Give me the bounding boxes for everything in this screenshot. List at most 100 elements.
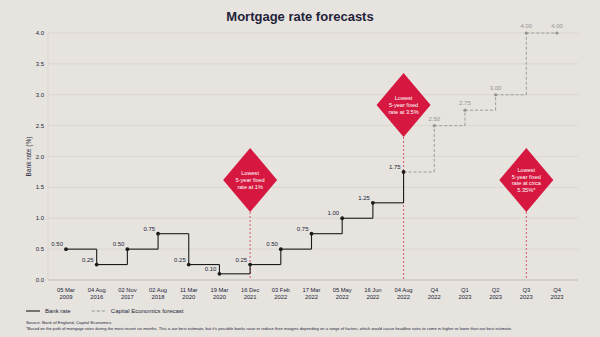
- grid-line: [48, 156, 578, 157]
- step-segment: [373, 202, 404, 203]
- x-tick-label-line: 2022: [366, 294, 379, 300]
- step-riser: [280, 249, 281, 264]
- x-tick-label: Q22023: [489, 287, 502, 300]
- x-tick-label: 11 Mar2020: [180, 287, 198, 300]
- x-tick-label-line: 16 Dec: [241, 287, 259, 293]
- x-tick-label-line: Q4: [430, 287, 439, 293]
- background: [0, 0, 600, 337]
- step-segment: [219, 273, 250, 274]
- annotation-text: 5.35%*: [517, 187, 536, 193]
- step-segment: [404, 171, 435, 172]
- x-tick-label-line: 05 Mar: [57, 287, 75, 293]
- x-tick-label-line: 2023: [458, 294, 471, 300]
- point: [125, 247, 129, 251]
- annotation-diamond: [223, 148, 277, 212]
- data-labels: 2.502.753.004.004.000.500.250.500.750.25…: [51, 23, 563, 272]
- x-tick-label-line: 16 Jun: [364, 287, 381, 293]
- source: Source: Bank of England, Capital Economi…: [26, 320, 112, 325]
- y-tick-label: 2.0: [36, 154, 45, 160]
- point: [371, 201, 375, 205]
- point: [433, 124, 436, 127]
- point: [64, 247, 68, 251]
- data-label: 0.10: [205, 266, 217, 272]
- data-label: 1.00: [328, 210, 340, 216]
- x-tick-label-line: 04 Aug: [88, 287, 106, 293]
- x-tick-label-line: 2022: [336, 294, 349, 300]
- x-tick-label: 02 Nov2017: [118, 287, 136, 300]
- grid-line: [48, 94, 578, 95]
- x-tick-label: 16 Dec2021: [241, 287, 259, 300]
- grid-line: [48, 280, 578, 281]
- x-tick-label: 19 Mar2020: [210, 287, 228, 300]
- point: [248, 263, 252, 267]
- footnote: *Based on the path of mortgage rates dur…: [26, 326, 512, 331]
- point: [525, 31, 528, 34]
- point: [95, 263, 99, 267]
- x-tick-label: Q12023: [458, 287, 471, 300]
- data-label: 0.25: [235, 257, 247, 263]
- x-axis-line: [48, 280, 578, 281]
- annotation-diamond: [377, 73, 431, 137]
- point: [310, 232, 314, 236]
- annotation-text: rate at 3.5%: [388, 109, 418, 115]
- series-group: [64, 31, 559, 275]
- point: [402, 170, 405, 173]
- annotation-text: rate at circa: [512, 180, 542, 186]
- step-segment: [496, 94, 527, 95]
- y-tick-label: 1.5: [36, 184, 45, 190]
- annotation-guide: [526, 212, 527, 280]
- data-label: 0.50: [51, 241, 63, 247]
- step-riser: [403, 172, 404, 203]
- annotation-guide: [250, 212, 251, 280]
- x-tick-label-line: 2021: [244, 294, 257, 300]
- grid-line: [48, 33, 578, 34]
- y-tick-label: 4.0: [36, 30, 45, 36]
- x-tick-label-line: Q2: [492, 287, 500, 293]
- x-tick-label-line: Q3: [522, 287, 530, 293]
- legend-label: Capital Economics forecast: [111, 308, 184, 314]
- x-tick-label: 05 May2022: [333, 287, 352, 300]
- x-tick-label-line: 2020: [182, 294, 195, 300]
- data-label: 3.00: [490, 85, 502, 91]
- step-segment: [526, 33, 557, 34]
- point: [218, 272, 222, 276]
- x-tick-label-line: 2016: [90, 294, 103, 300]
- x-tick-label: 16 Jun2022: [364, 287, 381, 300]
- data-label: 4.00: [551, 23, 563, 29]
- x-tick-label: 04 Aug2016: [88, 287, 106, 300]
- x-tick-label-line: 17 Mar: [302, 287, 320, 293]
- x-tick-label-line: 02 Aug: [149, 287, 167, 293]
- y-axis-label: Bank rate (%): [25, 137, 33, 177]
- x-tick-label-line: 2009: [60, 294, 73, 300]
- data-label: 4.00: [520, 23, 532, 29]
- annotation-text: 5-year fixed: [236, 177, 265, 183]
- point: [187, 263, 191, 267]
- data-label: 2.75: [459, 100, 471, 106]
- step-riser: [464, 110, 465, 125]
- x-tick-label: 04 Aug2022: [395, 287, 413, 300]
- point: [340, 216, 344, 220]
- step-segment: [281, 249, 312, 250]
- x-tick-label-line: 2020: [213, 294, 226, 300]
- annotation-diamond: [499, 148, 553, 212]
- annotation-text: Lowest: [241, 170, 259, 176]
- step-riser: [495, 95, 496, 110]
- x-tick-label-line: 2017: [121, 294, 134, 300]
- step-segment: [465, 110, 496, 111]
- step-segment: [158, 233, 189, 234]
- point: [463, 109, 466, 112]
- grid-line: [48, 63, 578, 64]
- data-label: 0.50: [266, 241, 278, 247]
- x-tick-label-line: 2022: [428, 294, 441, 300]
- x-tick-label: Q32023: [520, 287, 533, 300]
- step-segment: [127, 249, 158, 250]
- legend-swatch: [92, 310, 106, 311]
- step-segment: [434, 125, 465, 126]
- y-tick-label: 0.0: [36, 277, 45, 283]
- x-tick-label-line: 2022: [397, 294, 410, 300]
- point: [156, 232, 160, 236]
- step-riser: [188, 234, 189, 265]
- annotation-text: 5-year fixed: [389, 102, 418, 108]
- step-riser: [526, 33, 527, 95]
- x-tick-label-line: 05 May: [333, 287, 352, 293]
